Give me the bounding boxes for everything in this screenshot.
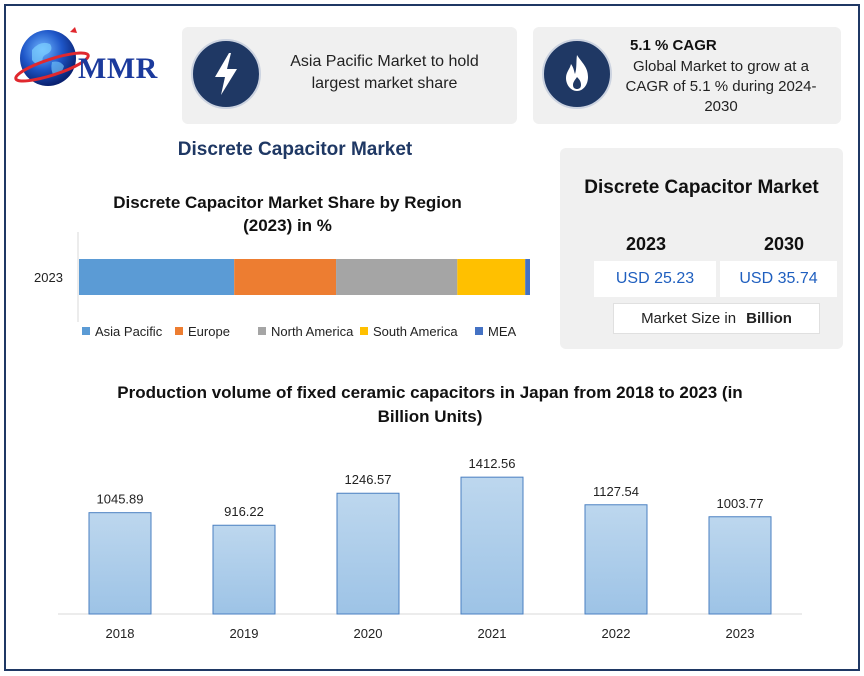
market-value-2030: USD 35.74 — [720, 261, 837, 297]
data-label-2018: 1045.89 — [97, 492, 144, 507]
region-share-chart-title: Discrete Capacitor Market Share by Regio… — [113, 193, 462, 235]
bar-segment-north-america — [336, 259, 458, 295]
data-label-2020: 1246.57 — [345, 472, 392, 487]
category-label: 2023 — [34, 270, 63, 285]
bar-segment-mea — [525, 259, 530, 295]
legend-swatch-europe — [175, 327, 183, 335]
brand-name: MMR — [78, 52, 158, 85]
legend-label-north-america: North America — [271, 324, 354, 339]
unit-label: Market Size in — [641, 310, 737, 327]
data-label-2022: 1127.54 — [593, 484, 639, 499]
asia-pacific-highlight-text: Asia Pacific Market to hold largest mark… — [290, 53, 479, 92]
data-label-2023: 1003.77 — [717, 496, 764, 511]
flame-icon — [566, 55, 588, 91]
market-size-summary: Discrete Capacitor Market 2023 2030 USD … — [560, 148, 843, 349]
bar-2019 — [212, 524, 276, 615]
year-2030-label: 2030 — [763, 234, 805, 254]
market-value-2023: USD 25.23 — [594, 261, 716, 297]
tick-label-2018: 2018 — [106, 626, 135, 641]
bar-segment-europe — [234, 259, 337, 295]
tick-label-2021: 2021 — [478, 626, 507, 641]
legend-swatch-south-america — [360, 327, 368, 335]
legend-swatch-asia-pacific — [82, 327, 90, 335]
icon-badge — [191, 39, 261, 109]
bar-2021 — [460, 476, 524, 615]
production-volume-chart: 1045.89 2018 916.22 2019 1246.57 2020 1412.56 2… — [58, 456, 802, 641]
production-chart-title: Production volume of fixed ceramic capac… — [117, 383, 743, 426]
tick-label-2019: 2019 — [230, 626, 259, 641]
data-label-2019: 916.22 — [224, 504, 264, 519]
bar-segment-south-america — [457, 259, 526, 295]
bar-2020 — [336, 492, 400, 615]
year-2023-label: 2023 — [625, 234, 667, 254]
bar-segment-asia-pacific — [79, 259, 235, 295]
market-size-unit: Market Size in Billion — [613, 303, 820, 334]
asia-pacific-highlight-card: Asia Pacific Market to hold largest mark… — [182, 27, 517, 124]
tick-label-2022: 2022 — [602, 626, 631, 641]
cagr-highlight-card: 5.1 % CAGR Global Market to grow at a CA… — [533, 27, 841, 124]
tick-label-2020: 2020 — [354, 626, 383, 641]
tick-label-2023: 2023 — [726, 626, 755, 641]
legend-label-south-america: South America — [373, 324, 458, 339]
icon-badge — [542, 39, 612, 109]
data-label-2021: 1412.56 — [469, 456, 516, 471]
lightning-icon — [215, 53, 237, 95]
legend-swatch-north-america — [258, 327, 266, 335]
mmr-logo: MMR — [12, 22, 172, 97]
summary-title: Discrete Capacitor Market — [584, 177, 819, 198]
region-share-chart: 2023 Asia Pacific Europe North America South… — [34, 232, 530, 339]
bar-2022 — [584, 504, 648, 615]
section-title: Discrete Capacitor Market — [177, 139, 413, 160]
legend-label-europe: Europe — [188, 324, 230, 339]
legend-label-asia-pacific: Asia Pacific — [95, 324, 163, 339]
legend-label-mea: MEA — [488, 324, 517, 339]
bar-2018 — [88, 512, 152, 615]
globe-icon — [14, 27, 90, 86]
unit-value: Billion — [746, 310, 792, 327]
legend-swatch-mea — [475, 327, 483, 335]
bar-2023 — [708, 516, 772, 615]
cagr-title: 5.1 % CAGR — [630, 37, 717, 54]
cagr-text: Global Market to grow at a CAGR of 5.1 %… — [625, 58, 817, 115]
